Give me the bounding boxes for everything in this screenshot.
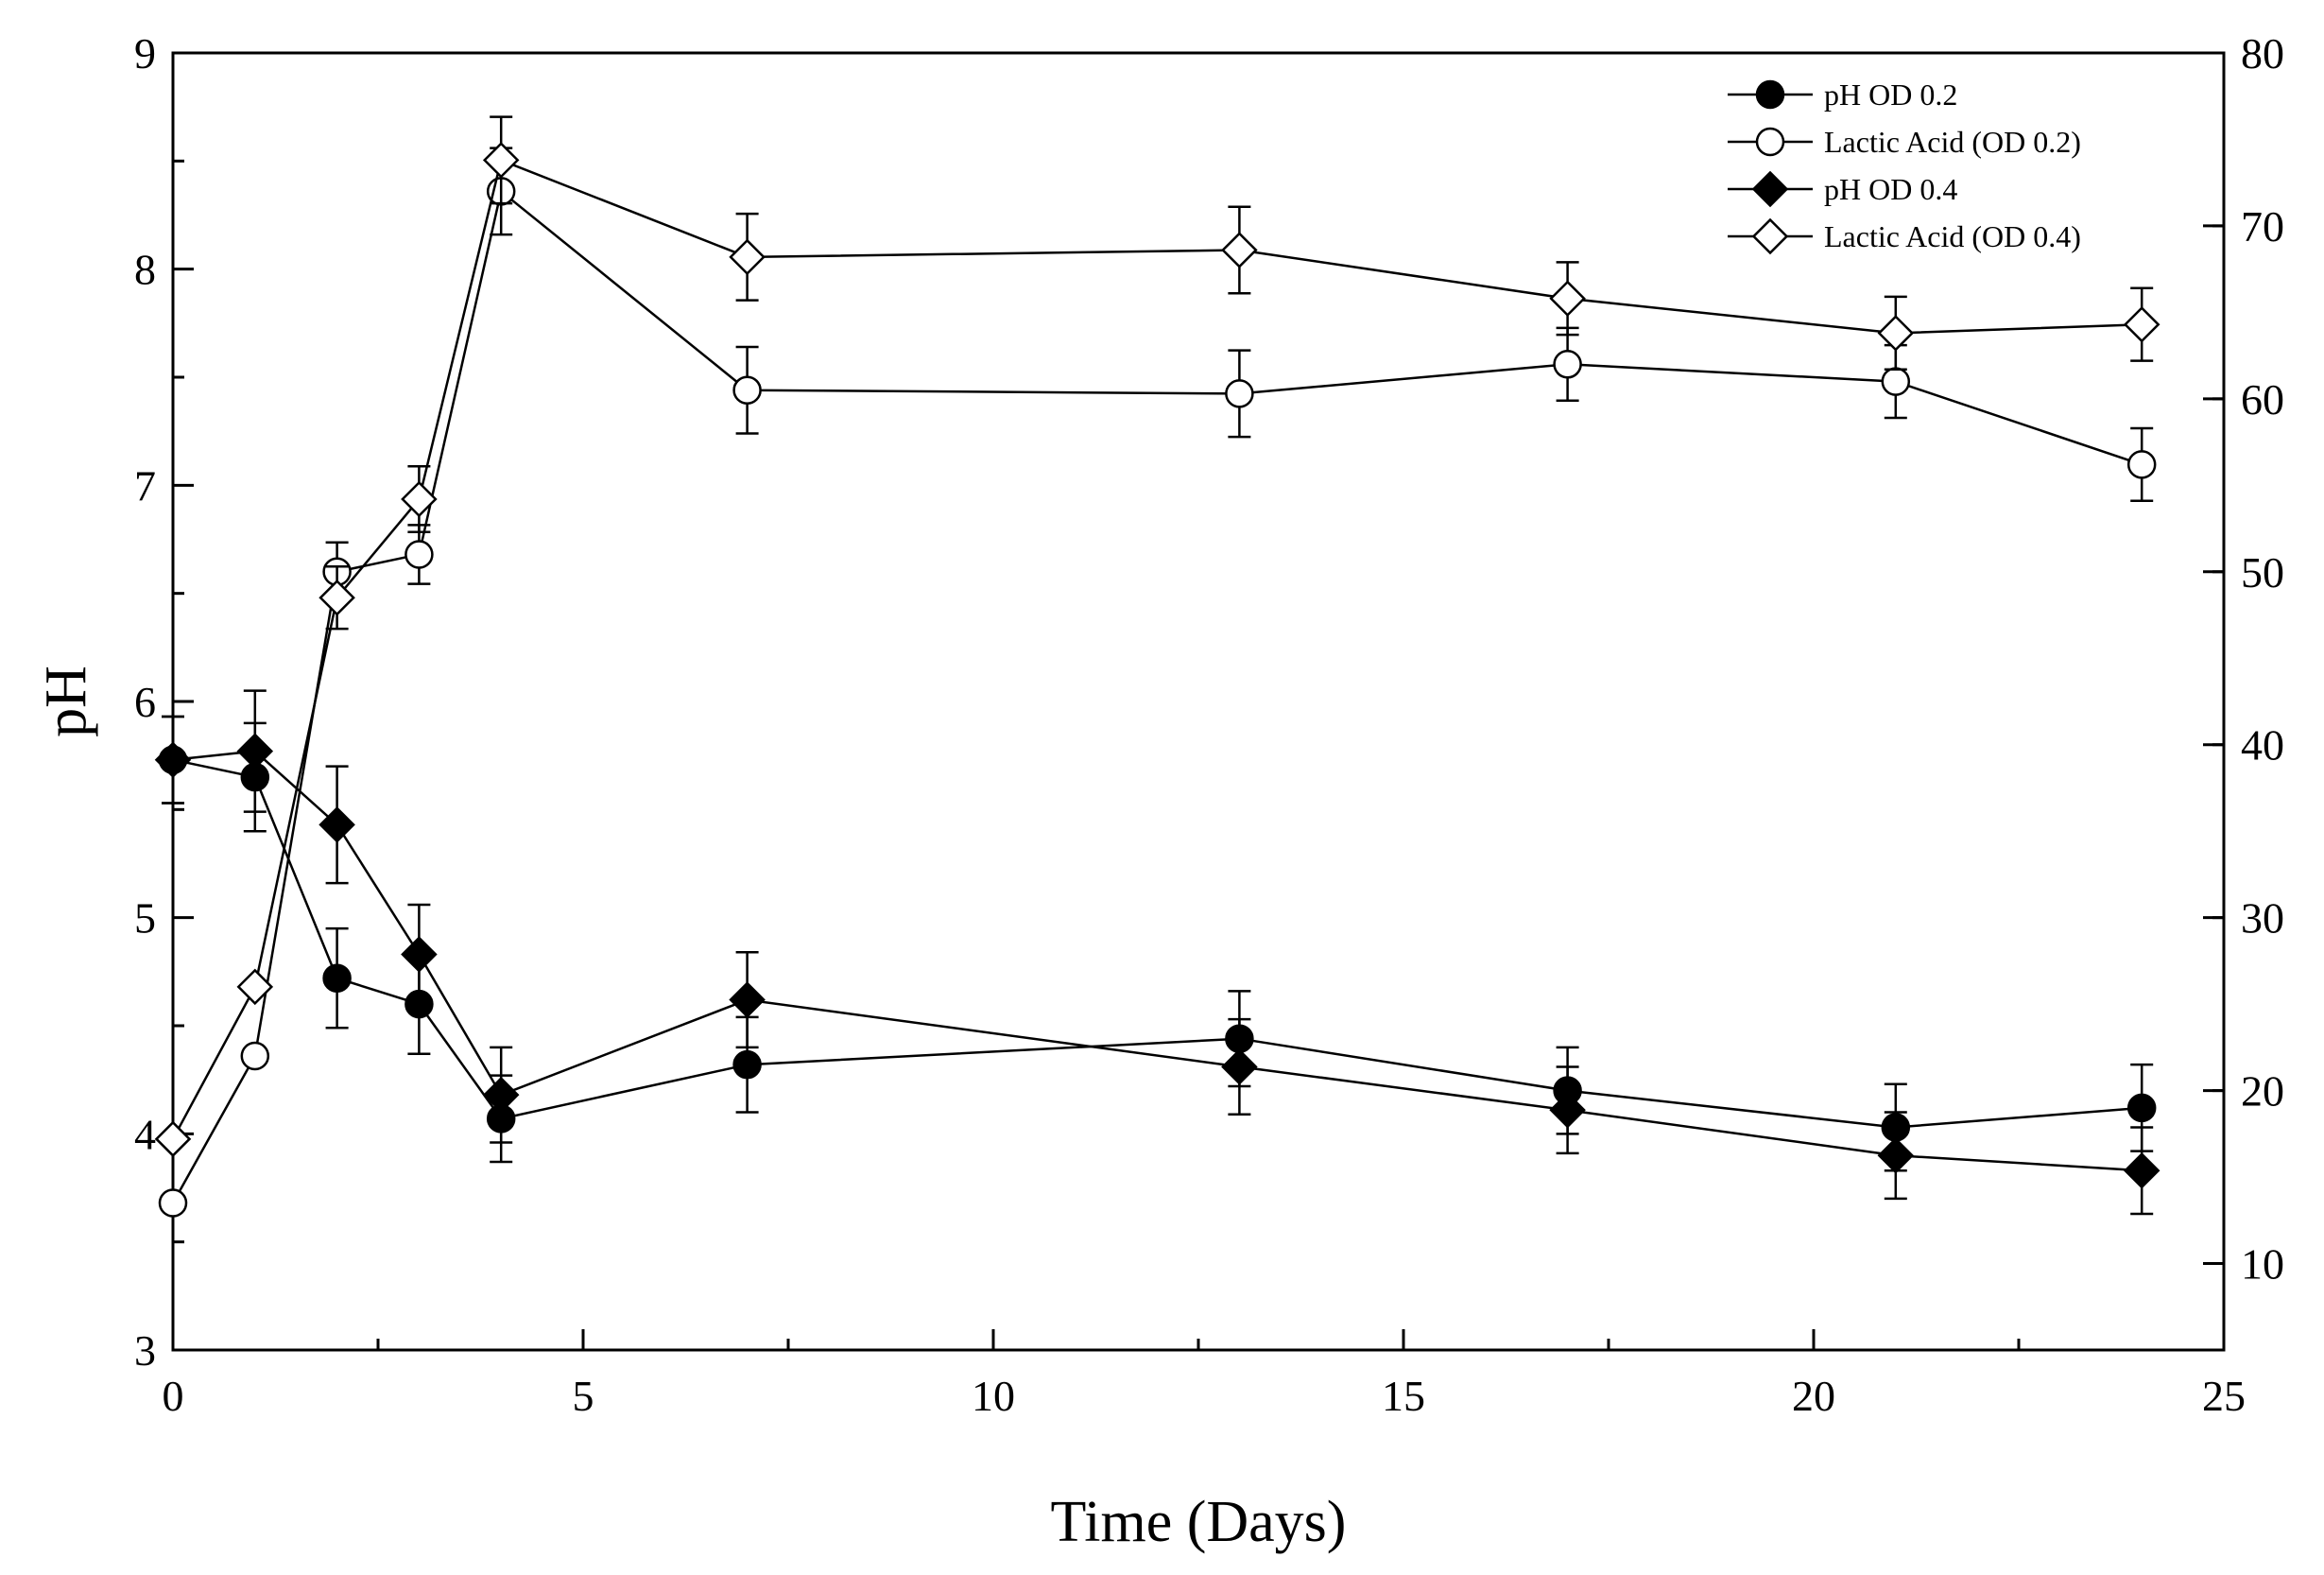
legend-label: pH OD 0.2: [1824, 78, 1957, 112]
data-point: [240, 1041, 270, 1071]
data-point: [1553, 350, 1582, 379]
legend: pH OD 0.2 Lactic Acid (OD 0.2) pH OD 0.4 La…: [1728, 78, 2081, 255]
series-layer: [154, 115, 2160, 1218]
data-point: [2126, 450, 2157, 479]
series-line: [172, 758, 2143, 1129]
legend-marker: [1751, 170, 1789, 208]
right-tick-label: 70: [2241, 202, 2284, 251]
left-tick-label: 9: [134, 29, 156, 78]
legend-label: pH OD 0.4: [1824, 172, 1957, 206]
data-point: [1877, 315, 1915, 352]
series-ph-od-0-4: [154, 689, 2160, 1216]
series-line: [171, 189, 2143, 1204]
data-point: [1221, 1048, 1258, 1085]
legend-entry: pH OD 0.4: [1728, 170, 1957, 208]
data-point: [1549, 280, 1586, 318]
left-tick-label: 3: [134, 1326, 156, 1375]
data-point: [401, 480, 438, 518]
legend-marker: [1755, 127, 1785, 157]
right-tick-label: 60: [2241, 375, 2284, 424]
data-point: [482, 1076, 520, 1114]
data-point: [1881, 367, 1911, 396]
data-point: [405, 540, 434, 569]
right-tick-label: 40: [2241, 721, 2284, 770]
right-axis-ticks: 10 20 30 40 50 60 70 80: [2203, 29, 2284, 1289]
x-tick-label: 0: [163, 1372, 184, 1420]
data-point: [1877, 1136, 1915, 1174]
x-tick-label: 10: [972, 1372, 1015, 1420]
series-lactic-acid-od-0-4: [154, 115, 2160, 1158]
data-point: [1225, 379, 1254, 408]
data-point: [236, 733, 274, 770]
right-tick-label: 10: [2241, 1240, 2284, 1289]
data-point: [1221, 232, 1258, 268]
data-point: [154, 741, 192, 779]
left-tick-label: 8: [134, 246, 156, 294]
data-point: [2123, 305, 2160, 343]
data-point: [158, 1188, 188, 1218]
legend-label: Lactic Acid (OD 0.2): [1824, 125, 2081, 159]
left-tick-label: 7: [134, 461, 156, 510]
x-axis-ticks: 0 5 10 15 20 25: [163, 1329, 2246, 1420]
data-point: [2123, 1151, 2160, 1189]
legend-entry: Lactic Acid (OD 0.2): [1728, 125, 2081, 159]
x-tick-label: 20: [1792, 1372, 1835, 1420]
legend-marker: [1751, 217, 1789, 255]
right-tick-label: 50: [2241, 548, 2284, 597]
series-line: [172, 750, 2143, 1172]
data-point: [482, 142, 520, 179]
x-axis-title: Time (Days): [1051, 1490, 1347, 1554]
series-lactic-acid-od-0-2: [158, 147, 2157, 1218]
data-point: [318, 806, 355, 843]
data-point: [401, 936, 438, 973]
data-point: [1549, 1091, 1586, 1129]
series-line: [171, 158, 2143, 1140]
data-point: [322, 963, 352, 993]
left-axis-ticks: 3 4 5 6 7 8 9: [134, 29, 194, 1375]
legend-label: Lactic Acid (OD 0.4): [1824, 219, 2081, 253]
x-tick-label: 15: [1382, 1372, 1425, 1420]
data-point: [732, 375, 762, 405]
legend-entry: Lactic Acid (OD 0.4): [1728, 217, 2081, 255]
data-point: [2126, 1093, 2157, 1123]
legend-entry: pH OD 0.2: [1728, 78, 1957, 112]
right-tick-label: 80: [2241, 29, 2284, 78]
series-ph-od-0-2: [158, 715, 2157, 1172]
left-tick-label: 6: [134, 678, 156, 726]
data-point: [729, 238, 766, 276]
x-tick-label: 5: [573, 1372, 594, 1420]
legend-marker: [1755, 79, 1785, 110]
left-tick-label: 4: [134, 1110, 156, 1158]
data-point: [729, 981, 766, 1018]
data-point: [318, 579, 355, 616]
right-tick-label: 20: [2241, 1067, 2284, 1116]
left-tick-label: 5: [134, 894, 156, 943]
right-tick-label: 30: [2241, 894, 2284, 943]
x-tick-label: 25: [2202, 1372, 2246, 1420]
data-point: [154, 1120, 192, 1158]
data-point: [732, 1049, 762, 1080]
data-point: [236, 968, 274, 1006]
y-axis-title: pH: [34, 666, 98, 737]
